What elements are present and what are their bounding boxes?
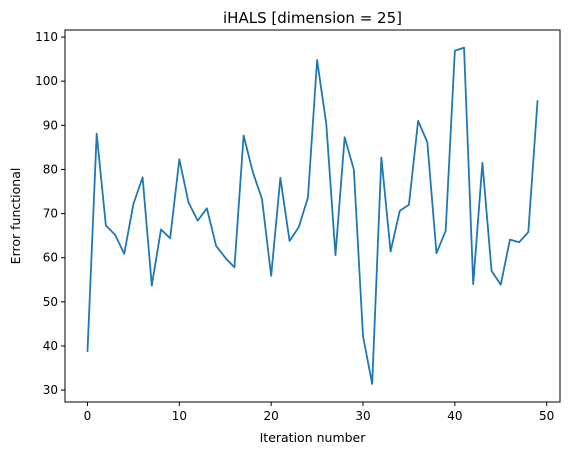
x-tick-label: 50 xyxy=(539,409,554,423)
y-tick-label: 100 xyxy=(35,74,58,88)
y-tick-label: 90 xyxy=(43,118,58,132)
y-tick-label: 60 xyxy=(43,251,58,265)
x-tick-label: 30 xyxy=(355,409,370,423)
x-tick-label: 20 xyxy=(264,409,279,423)
y-tick-label: 80 xyxy=(43,162,58,176)
y-tick-label: 50 xyxy=(43,295,58,309)
chart-title: iHALS [dimension = 25] xyxy=(223,9,402,27)
x-axis-ticks: 0 10 20 30 40 50 xyxy=(84,402,554,423)
y-tick-label: 40 xyxy=(43,339,58,353)
y-tick-label: 30 xyxy=(43,383,58,397)
error-functional-line xyxy=(86,46,539,385)
x-tick-label: 10 xyxy=(172,409,187,423)
y-tick-label: 110 xyxy=(35,30,58,44)
plot-area-frame xyxy=(64,29,561,403)
x-axis-label: Iteration number xyxy=(260,430,367,445)
x-tick-label: 0 xyxy=(84,409,92,423)
y-tick-label: 70 xyxy=(43,207,58,221)
y-axis-ticks: 30 40 50 60 70 80 90 100 110 xyxy=(35,30,65,397)
y-axis-label: Error functional xyxy=(8,168,23,265)
x-tick-label: 40 xyxy=(447,409,462,423)
